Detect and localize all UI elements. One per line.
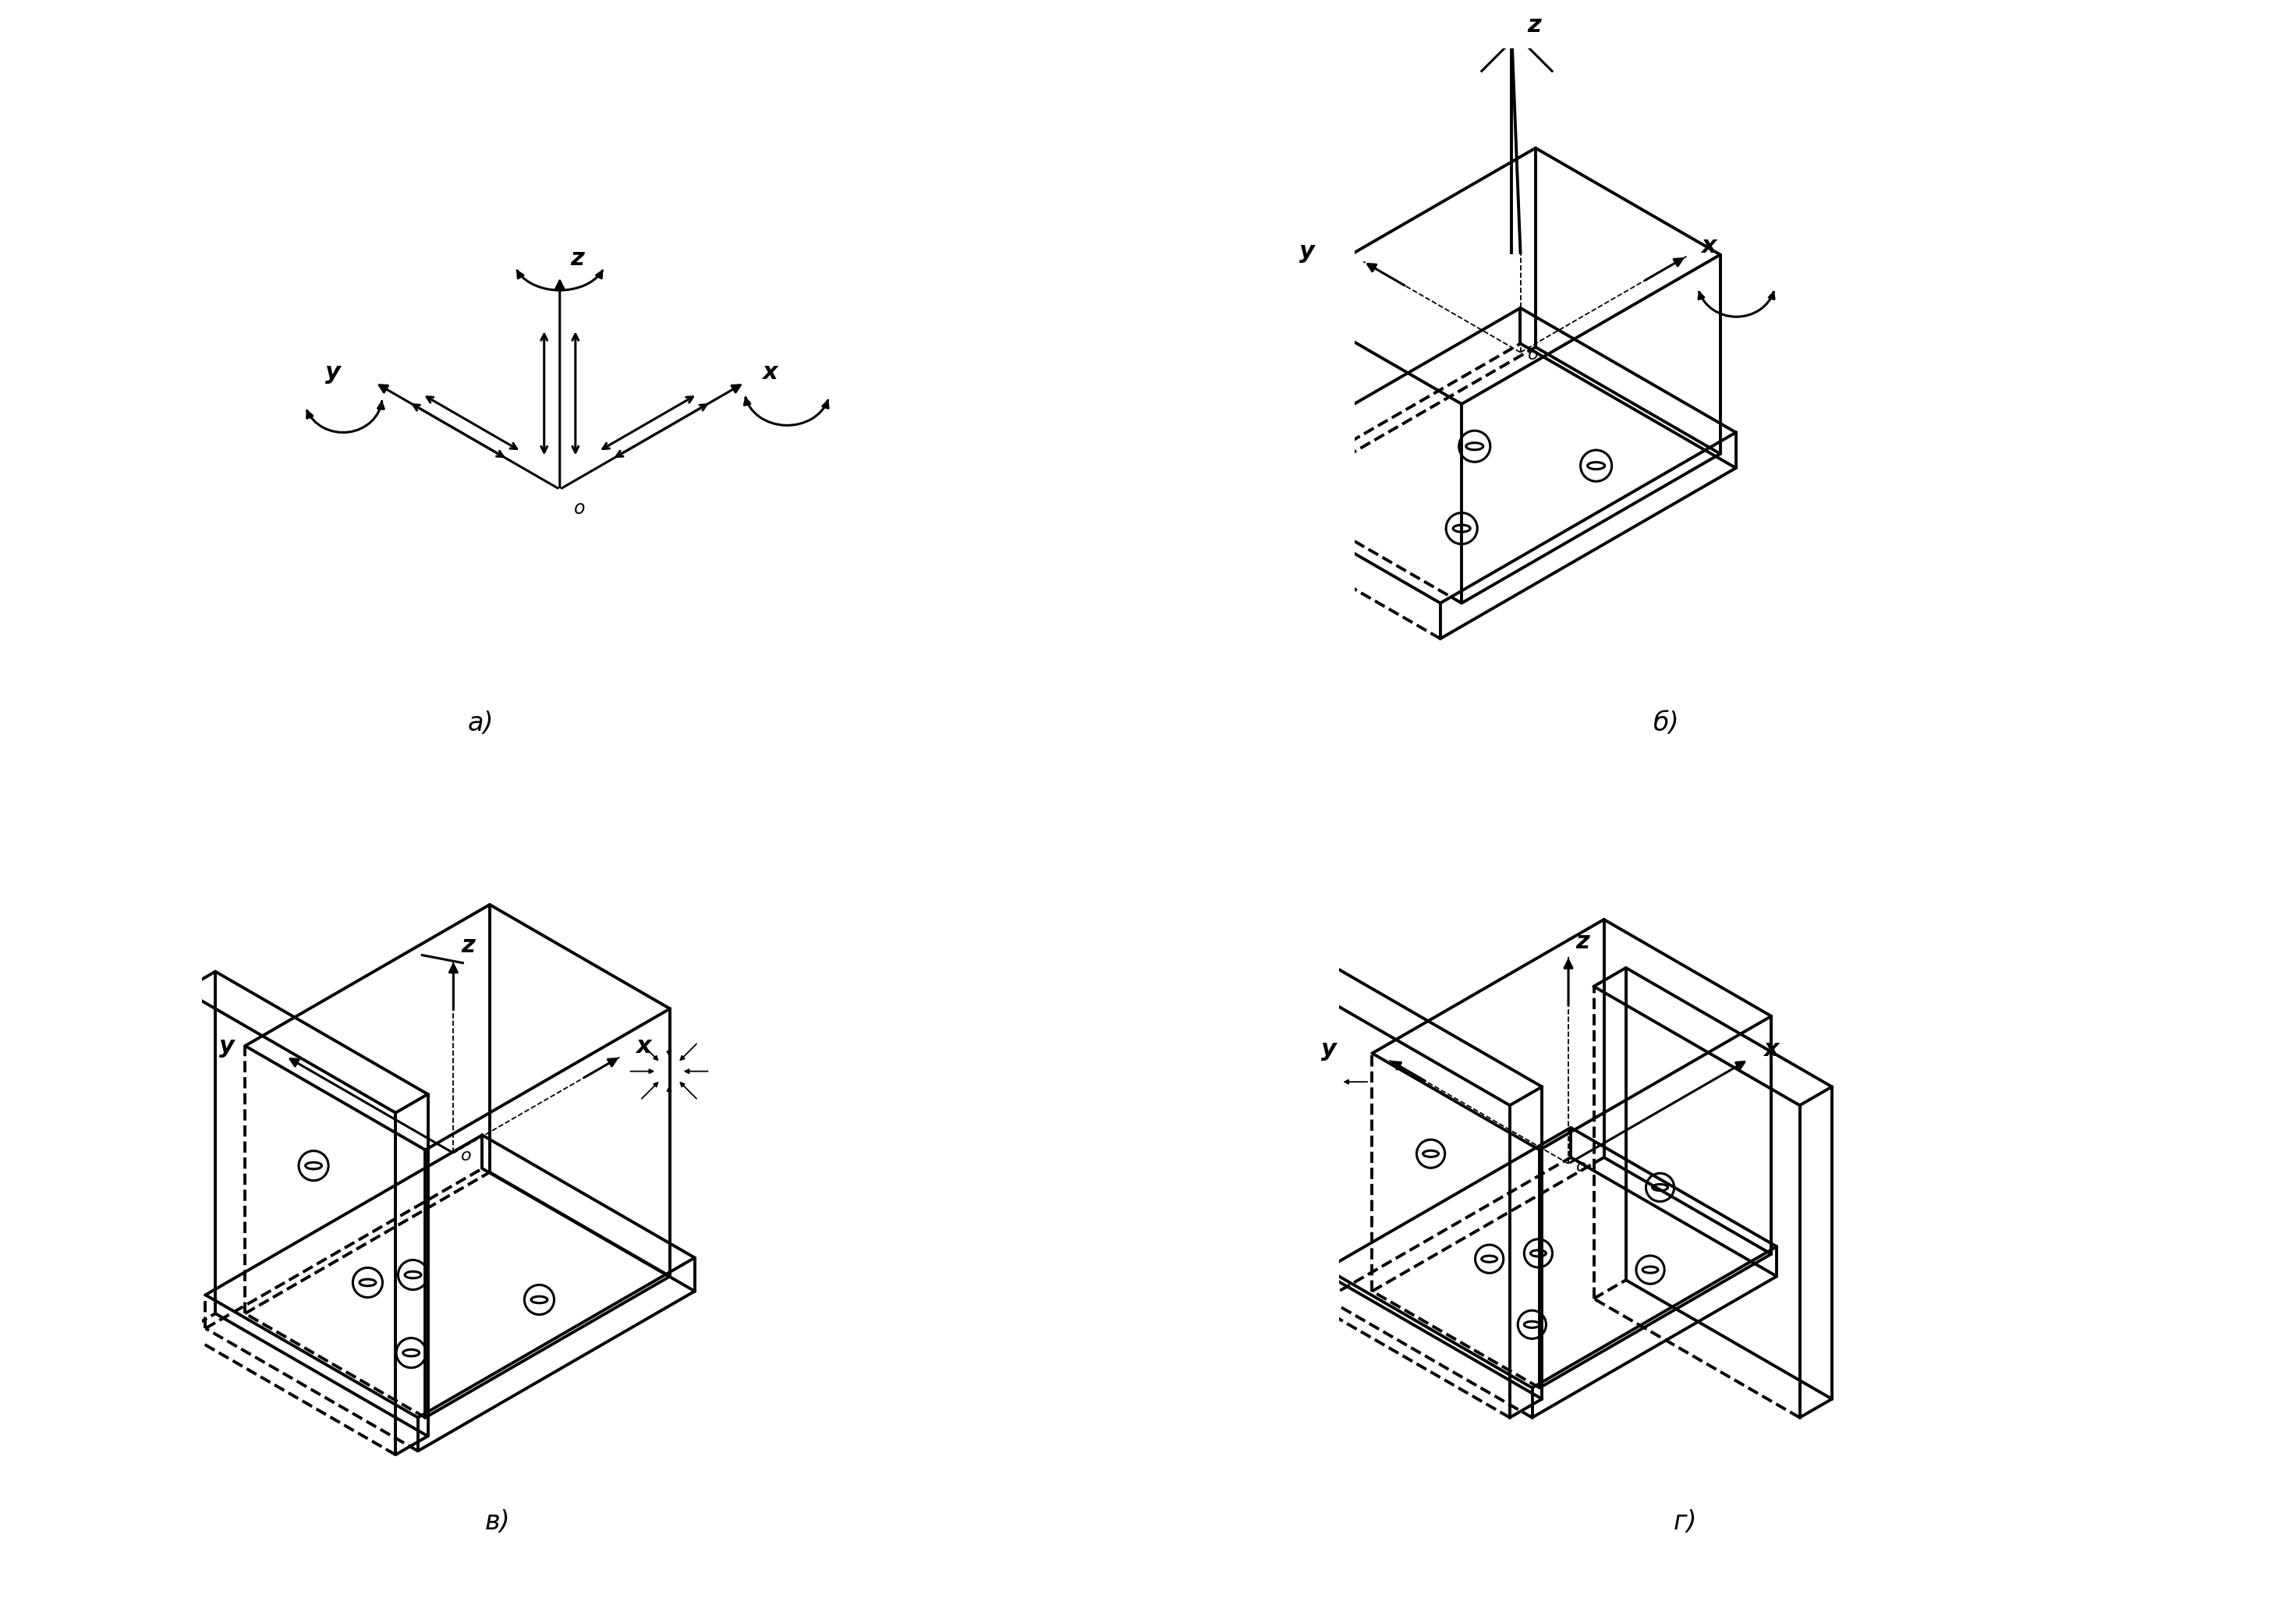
Text: г): г) <box>1674 1509 1697 1535</box>
Text: б): б) <box>1653 711 1681 737</box>
Text: x: x <box>762 360 778 383</box>
Text: z: z <box>1575 931 1589 953</box>
Text: z: z <box>1527 15 1541 37</box>
Text: z: z <box>569 247 583 270</box>
Text: z: z <box>461 934 475 957</box>
Text: o: o <box>574 499 585 519</box>
Text: y: y <box>1300 241 1316 263</box>
Text: в): в) <box>484 1509 510 1535</box>
Text: x: x <box>1701 234 1715 257</box>
Text: o: o <box>1527 347 1538 362</box>
Text: y: y <box>1320 1037 1336 1060</box>
Text: o: o <box>1575 1159 1587 1175</box>
Text: y: y <box>218 1034 234 1057</box>
Text: x: x <box>1763 1037 1779 1060</box>
Text: x: x <box>636 1034 652 1057</box>
Text: o: o <box>461 1147 471 1164</box>
Text: y: y <box>326 360 340 383</box>
Text: а): а) <box>468 711 494 737</box>
